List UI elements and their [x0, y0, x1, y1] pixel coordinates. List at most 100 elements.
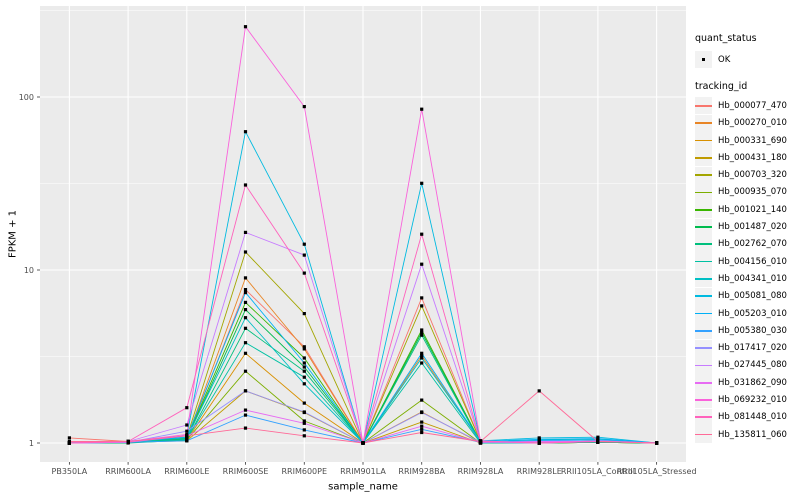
data-point [361, 441, 365, 445]
legend-key [695, 218, 712, 236]
legend-label: Hb_005203_010 [718, 308, 787, 319]
x-tick-label: RRIM600LE [164, 467, 209, 476]
legend-key [695, 408, 712, 426]
data-point [302, 369, 306, 373]
data-point [67, 436, 71, 440]
legend-label: Hb_017417_020 [718, 343, 787, 354]
data-point [302, 105, 306, 109]
data-point [185, 434, 189, 438]
data-point [302, 345, 306, 349]
data-point [243, 389, 248, 393]
legend-key [695, 339, 712, 357]
data-point [243, 413, 248, 417]
line-swatch-icon [695, 105, 712, 107]
data-point [302, 375, 306, 379]
legend-label: Hb_005081_080 [718, 291, 787, 302]
data-point [420, 333, 424, 337]
y-axis-title: FPKM + 1 [7, 209, 19, 259]
data-point [243, 230, 248, 234]
legend-label: Hb_031862_090 [718, 377, 787, 388]
data-point [302, 421, 306, 425]
data-point [420, 232, 424, 236]
line-swatch-icon [695, 416, 712, 419]
x-tick-label: RRIM928LE [517, 467, 562, 476]
legend-label: Hb_000331_690 [718, 135, 787, 146]
legend-key [695, 97, 712, 115]
legend-key [695, 305, 712, 322]
legend-label: Hb_000703_320 [718, 170, 787, 181]
legend-label: Hb_000431_180 [718, 152, 787, 163]
legend-item-Hb_002762_070: Hb_002762_070 [695, 235, 800, 253]
data-point [420, 427, 424, 431]
legend-item-Hb_000703_320: Hb_000703_320 [695, 166, 800, 184]
legend-item-Hb_081448_010: Hb_081448_010 [695, 408, 800, 426]
data-point [420, 361, 424, 365]
data-point [420, 420, 424, 424]
line-swatch-icon [695, 191, 712, 194]
legend-label: Hb_004156_010 [718, 256, 787, 267]
data-point [243, 351, 248, 355]
legend-key [695, 166, 712, 184]
x-axis-title: sample_name [328, 481, 398, 493]
legend-item-Hb_000935_070: Hb_000935_070 [695, 183, 800, 201]
line-swatch-icon [695, 122, 712, 125]
legend-item-Hb_000331_690: Hb_000331_690 [695, 132, 800, 150]
data-point [126, 439, 130, 444]
legend-label: Hb_004341_010 [718, 273, 787, 284]
data-point [302, 356, 306, 360]
data-point [243, 25, 248, 29]
legend-key [695, 374, 712, 392]
line-swatch-icon [695, 174, 712, 176]
data-point [302, 253, 306, 257]
legend-key [695, 235, 712, 253]
legend-item-ok: OK [695, 51, 800, 69]
legend-item-Hb_017417_020: Hb_017417_020 [695, 339, 800, 357]
y-tick-label: 10 [24, 266, 34, 275]
data-point [302, 365, 306, 369]
data-point [243, 369, 248, 373]
legend-label: Hb_000935_070 [718, 187, 787, 198]
data-point [302, 419, 306, 423]
x-tick-label: RRIM928BA [398, 467, 445, 476]
line-swatch-icon [695, 208, 712, 211]
legend-label: Hb_027445_080 [718, 360, 787, 371]
x-tick-label: RRIM928LA [458, 467, 504, 476]
legend-label: Hb_001021_140 [718, 204, 787, 215]
line-swatch-icon [695, 243, 712, 246]
legend-title-tracking-id: tracking_id [695, 81, 748, 93]
x-tick-label: RRIM600PE [282, 467, 328, 476]
data-point [420, 296, 424, 300]
data-point [420, 410, 424, 415]
legend-key-ok [695, 51, 712, 69]
legend-key [695, 287, 712, 305]
legend-item-Hb_000431_180: Hb_000431_180 [695, 149, 800, 167]
legend-key [695, 183, 712, 201]
line-swatch-icon [695, 381, 712, 384]
data-point [420, 354, 424, 358]
line-swatch-icon [695, 433, 712, 436]
legend-key [695, 149, 712, 167]
data-point [243, 341, 248, 345]
line-swatch-icon [695, 156, 712, 159]
legend-key [695, 270, 712, 288]
legend-label: Hb_000077_470 [718, 100, 787, 111]
data-point [243, 316, 248, 320]
legend-key [695, 322, 712, 340]
legend-item-Hb_001487_020: Hb_001487_020 [695, 218, 800, 236]
legend-item-Hb_000270_010: Hb_000270_010 [695, 114, 800, 132]
data-point [420, 181, 424, 185]
data-point [67, 439, 71, 444]
data-point [596, 439, 600, 444]
legend-key [695, 253, 712, 271]
data-point [243, 300, 248, 304]
legend-label: Hb_069232_010 [718, 394, 787, 405]
y-tick-label: 100 [19, 93, 34, 102]
legend-item-Hb_004156_010: Hb_004156_010 [695, 253, 800, 271]
data-point [420, 330, 424, 335]
legend-item-Hb_005081_080: Hb_005081_080 [695, 287, 800, 305]
legend-item-Hb_000077_470: Hb_000077_470 [695, 97, 800, 115]
line-swatch-icon [695, 329, 712, 332]
legend-item-Hb_027445_080: Hb_027445_080 [695, 356, 800, 374]
